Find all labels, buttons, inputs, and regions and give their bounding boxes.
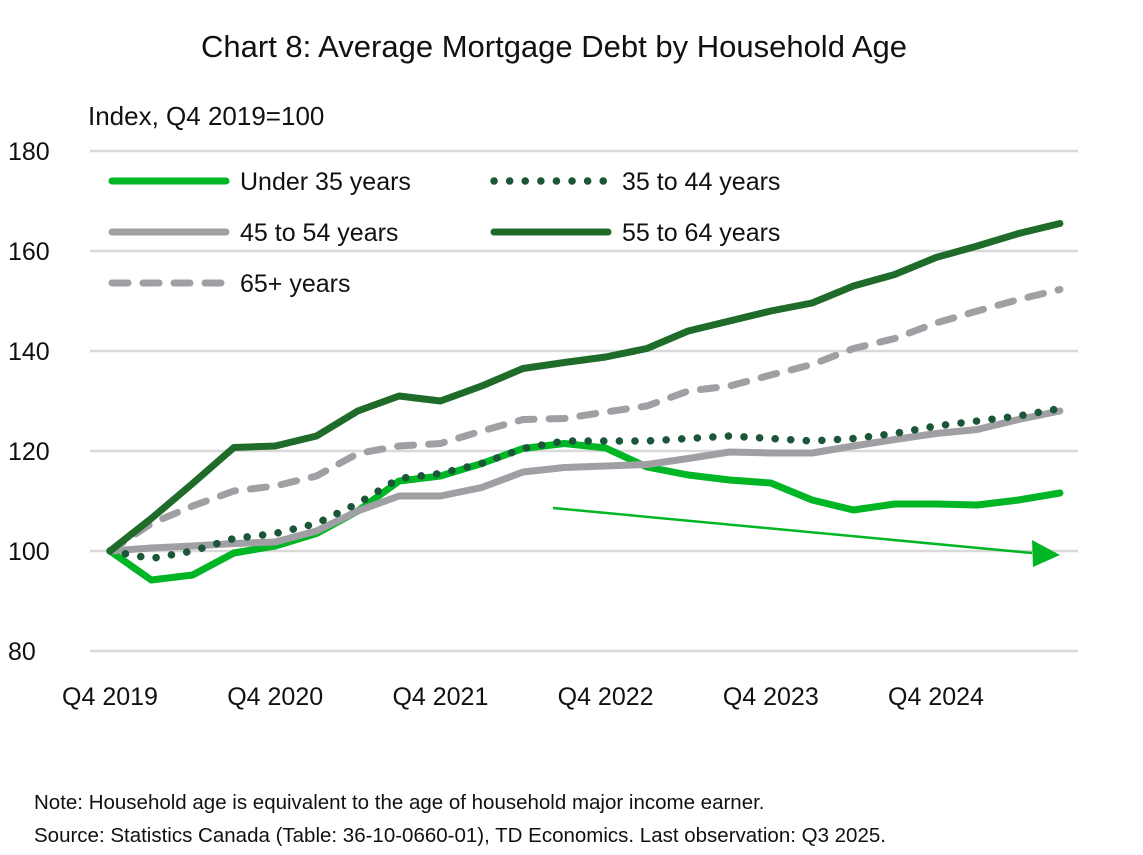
trend-arrow-shaft: [552, 506, 1033, 555]
y-tick-label: 160: [8, 238, 50, 266]
y-axis-ticks: 80 100 120 140 160 180: [8, 138, 50, 666]
y-axis-label: Index, Q4 2019=100: [88, 101, 324, 131]
trend-arrow: [552, 506, 1060, 567]
legend-label: 45 to 54 years: [240, 219, 398, 247]
x-tick-label: Q4 2019: [62, 683, 158, 711]
legend: Under 35 years 35 to 44 years 45 to 54 yea…: [108, 168, 780, 298]
y-tick-label: 180: [8, 138, 50, 166]
x-tick-label: Q4 2021: [392, 683, 488, 711]
y-tick-label: 120: [8, 438, 50, 466]
x-tick-label: Q4 2020: [227, 683, 323, 711]
series-line-1: [106, 404, 1064, 563]
legend-label: 55 to 64 years: [622, 219, 780, 247]
series-line-3: [106, 220, 1064, 555]
footer-source: Source: Statistics Canada (Table: 36-10-…: [34, 824, 886, 847]
legend-label: 65+ years: [240, 270, 351, 298]
footer-note: Note: Household age is equivalent to the…: [34, 791, 765, 814]
x-tick-label: Q4 2023: [723, 683, 819, 711]
x-axis-ticks: Q4 2019 Q4 2020 Q4 2021 Q4 2022 Q4 2023 Q4 20…: [62, 683, 984, 711]
y-tick-label: 140: [8, 338, 50, 366]
series-line-2: [106, 407, 1064, 555]
series-line-0: [106, 440, 1064, 584]
x-tick-label: Q4 2022: [558, 683, 654, 711]
y-tick-label: 100: [8, 538, 50, 566]
chart-title: Chart 8: Average Mortgage Debt by Househ…: [201, 29, 907, 64]
gridlines: [90, 149, 1078, 653]
x-tick-label: Q4 2024: [888, 683, 984, 711]
series-line-4: [106, 286, 1064, 555]
y-tick-label: 80: [8, 638, 36, 666]
trend-arrow-head: [1032, 540, 1060, 567]
series-lines: [106, 220, 1064, 584]
legend-label: 35 to 44 years: [622, 168, 780, 196]
legend-label: Under 35 years: [240, 168, 411, 196]
